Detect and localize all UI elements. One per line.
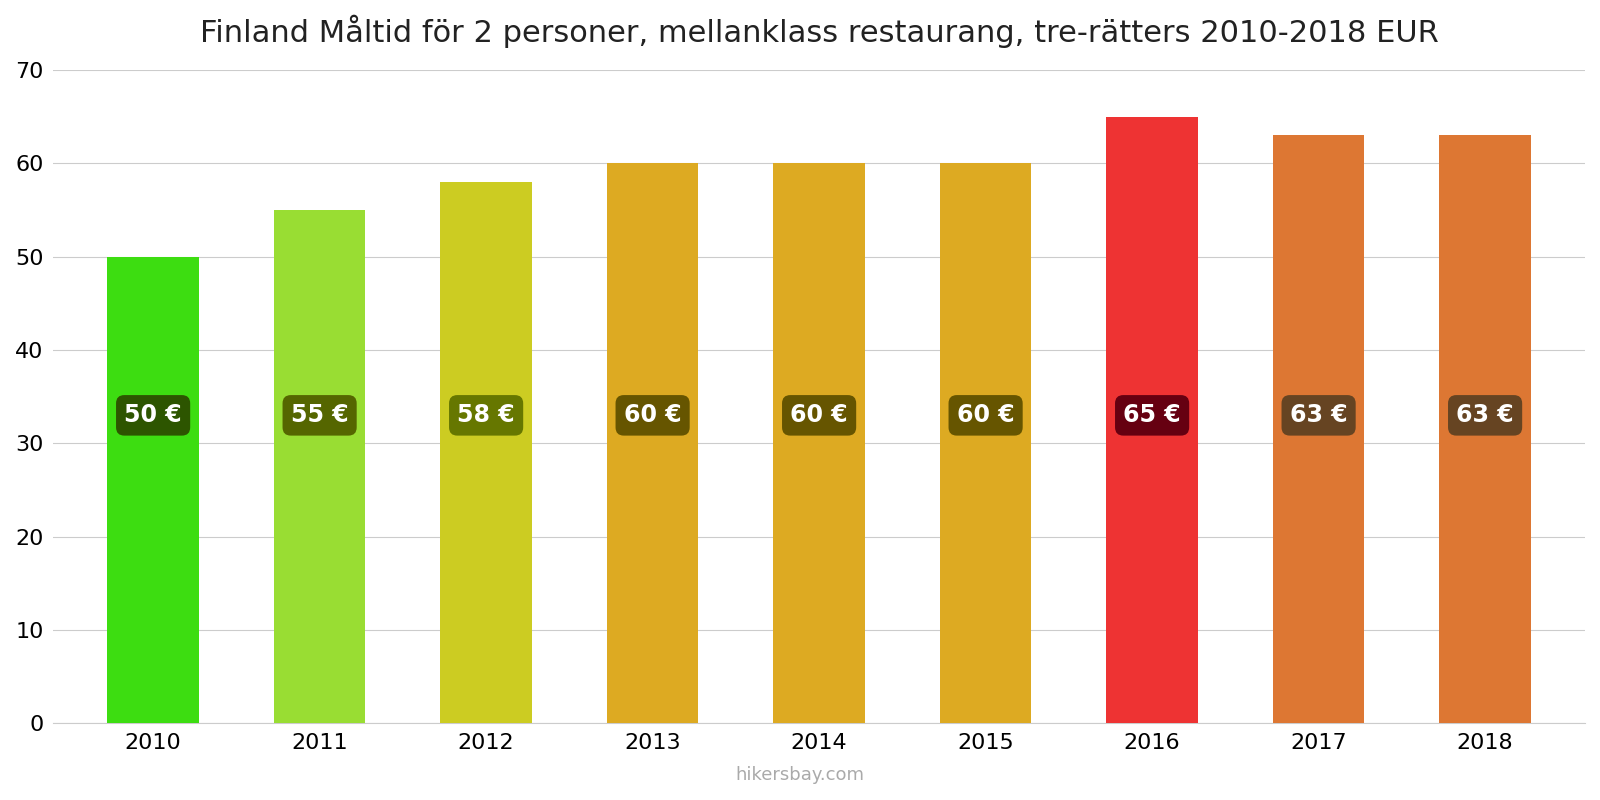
Text: 58 €: 58 € [458, 403, 515, 427]
Text: 60 €: 60 € [957, 403, 1014, 427]
Bar [274, 210, 365, 723]
Text: 60 €: 60 € [790, 403, 848, 427]
Text: 55 €: 55 € [291, 403, 349, 427]
Bar [1274, 135, 1365, 723]
Bar [606, 163, 699, 723]
Title: Finland Måltid för 2 personer, mellanklass restaurang, tre-rätters 2010-2018 EUR: Finland Måltid för 2 personer, mellankla… [200, 15, 1438, 48]
Bar [1440, 135, 1531, 723]
Bar [1106, 117, 1198, 723]
Text: 65 €: 65 € [1123, 403, 1181, 427]
Text: 50 €: 50 € [125, 403, 182, 427]
Text: 60 €: 60 € [624, 403, 682, 427]
Text: 63 €: 63 € [1456, 403, 1514, 427]
Bar [440, 182, 531, 723]
Text: 63 €: 63 € [1290, 403, 1347, 427]
Bar [773, 163, 866, 723]
Bar [107, 257, 198, 723]
Text: hikersbay.com: hikersbay.com [736, 766, 864, 784]
Bar [939, 163, 1032, 723]
